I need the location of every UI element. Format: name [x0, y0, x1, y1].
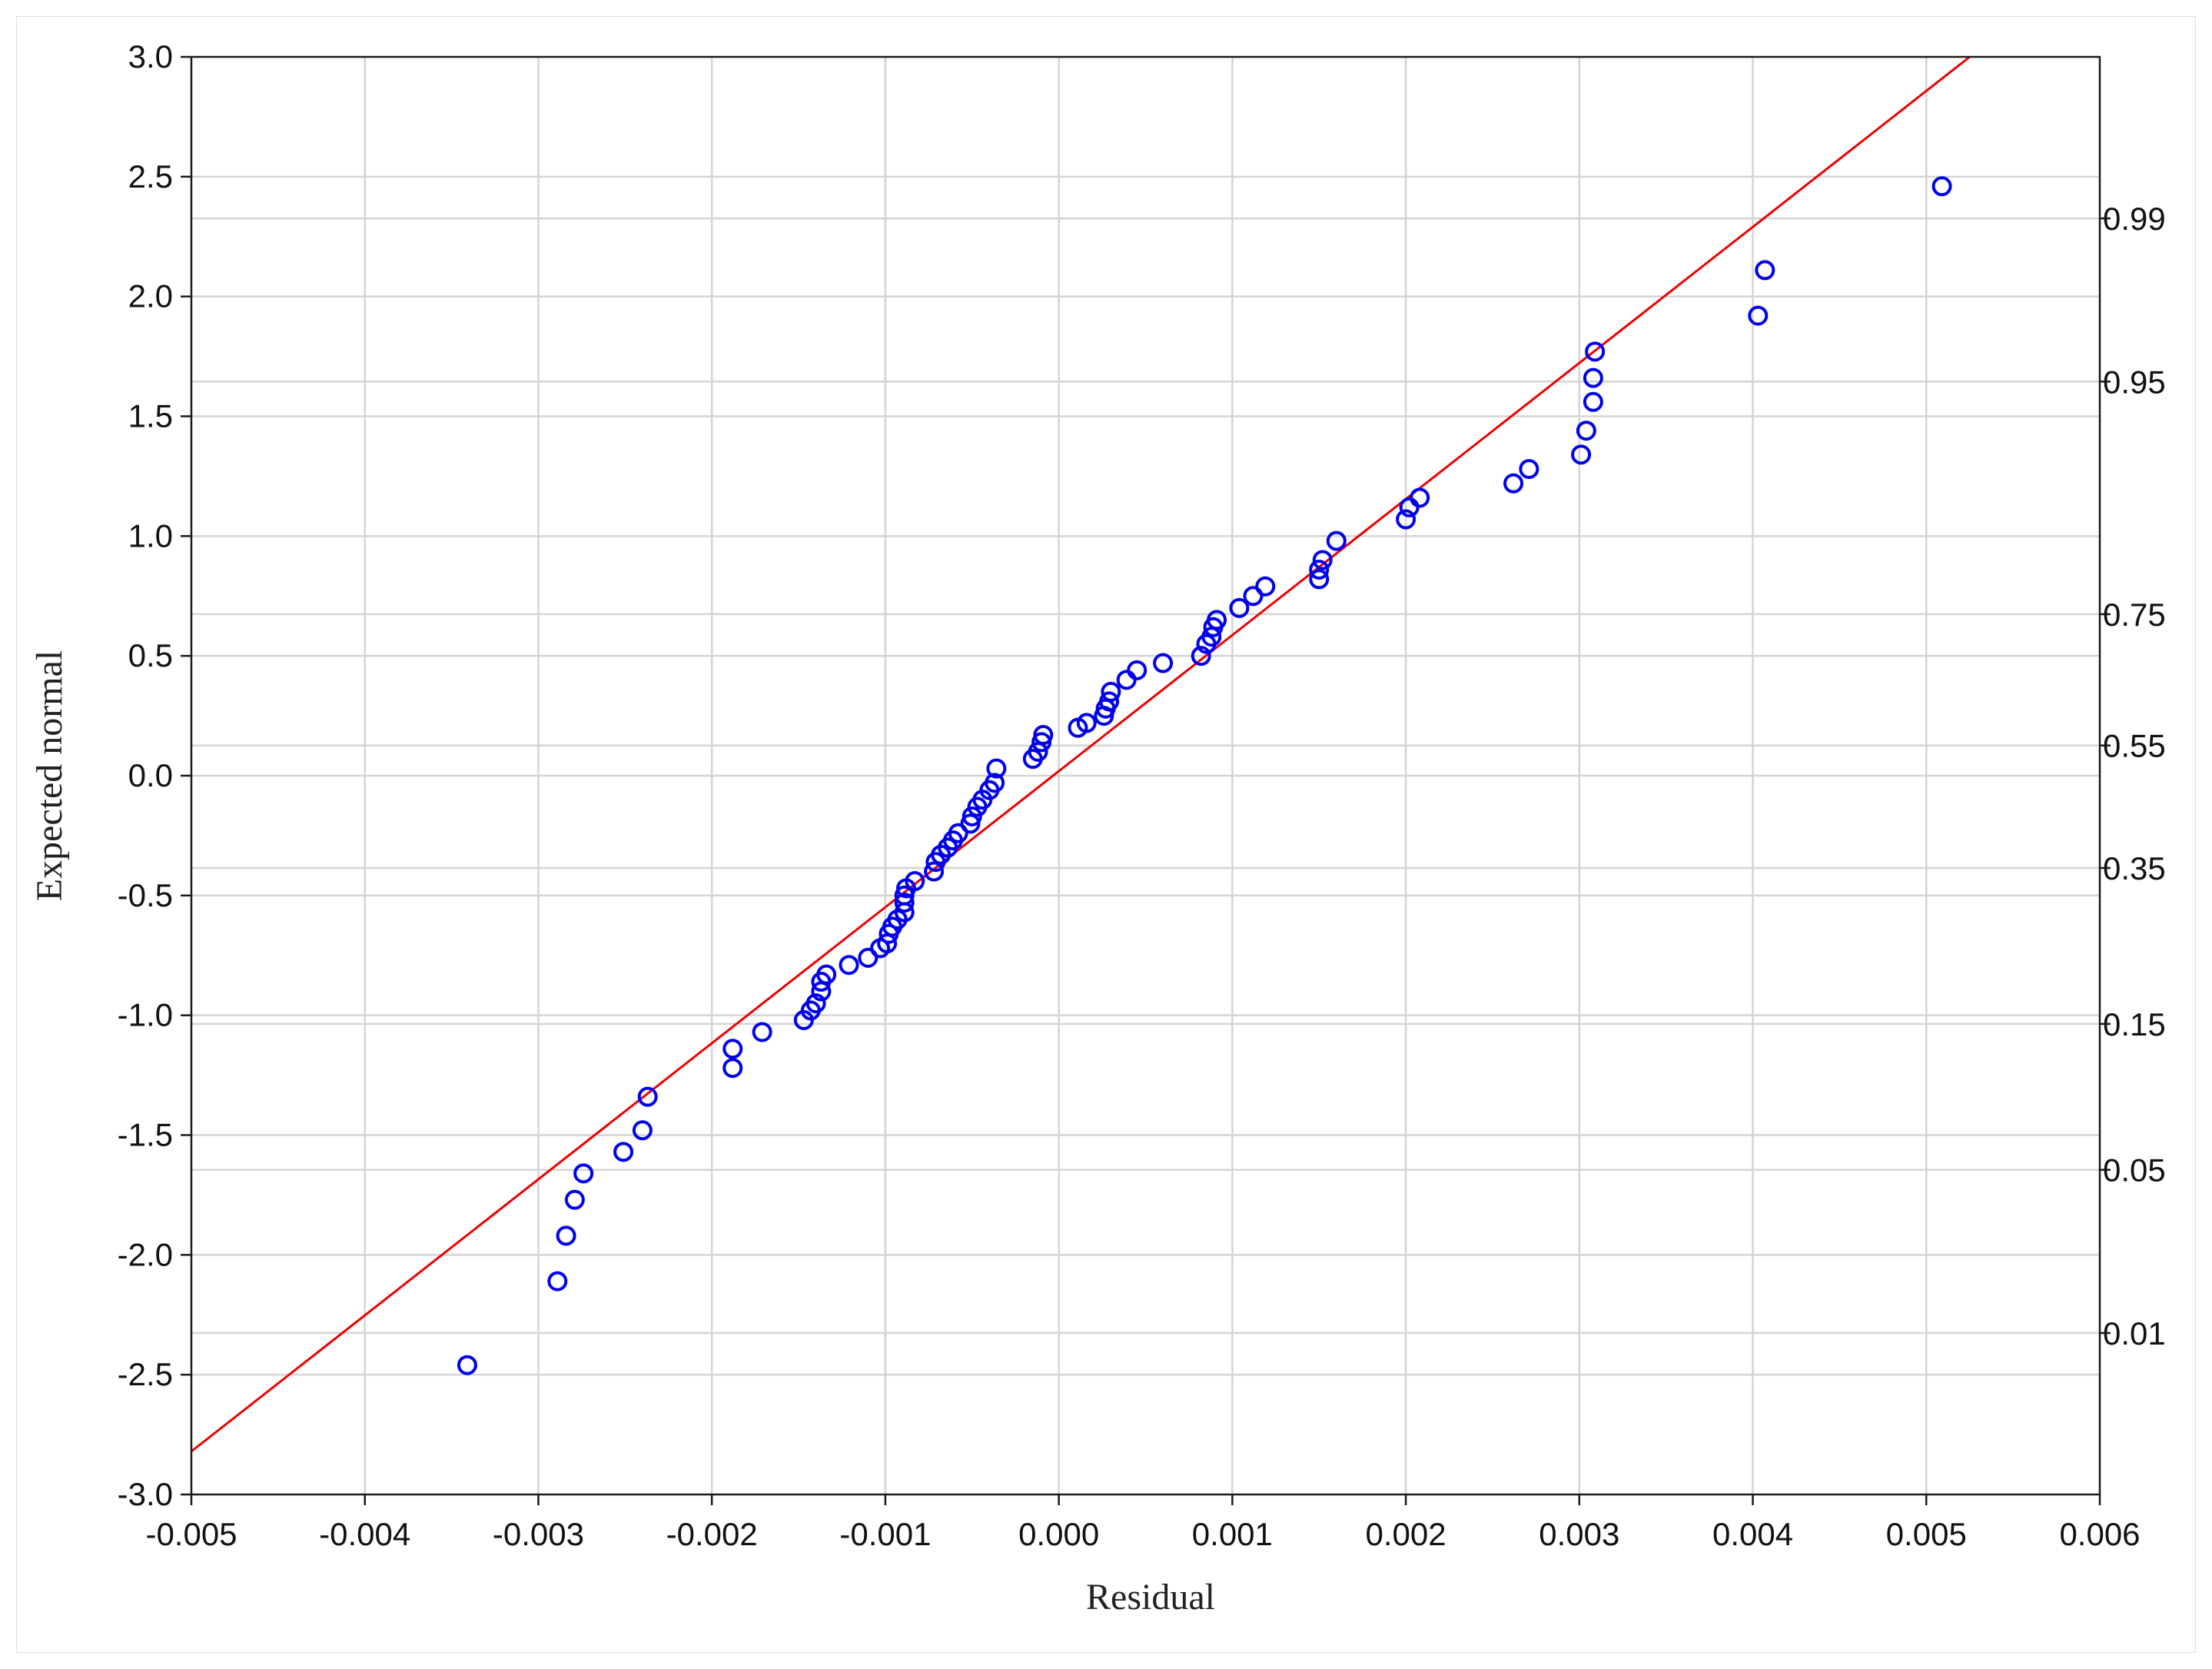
data-point: [1076, 713, 1097, 733]
data-point: [573, 1163, 594, 1184]
x-tick-label: -0.004: [319, 1516, 410, 1552]
data-point: [1583, 367, 1603, 388]
x-tick-label: 0.004: [1712, 1516, 1793, 1552]
y-tick-label: -2.0: [118, 1236, 173, 1272]
data-point: [905, 871, 925, 892]
x-tick-label: -0.002: [666, 1516, 758, 1552]
data-point: [924, 861, 945, 882]
data-point: [1229, 597, 1250, 618]
probability-axis-ticks: 0.99 0.95 0.75 0.55 0.35 0.15 0.05 0.01: [2100, 201, 2166, 1351]
data-point: [1255, 576, 1276, 597]
data-point: [986, 758, 1007, 779]
y-tick-label: 2.5: [128, 158, 173, 194]
y-tick-label: -1.0: [118, 997, 173, 1033]
x-tick-label: -0.001: [839, 1516, 931, 1552]
reference-line: [191, 55, 1971, 1453]
data-point: [816, 964, 837, 985]
prob-tick-label: 0.95: [2103, 364, 2166, 400]
y-axis-title: Expected normal: [29, 650, 70, 902]
y-tick-label: 0.0: [128, 757, 173, 793]
data-point: [839, 955, 859, 976]
data-point: [1755, 260, 1775, 281]
data-point: [1519, 459, 1539, 480]
prob-tick-label: 0.01: [2103, 1315, 2166, 1351]
data-point: [1312, 550, 1333, 570]
data-point: [556, 1225, 576, 1246]
data-point: [1503, 473, 1524, 494]
data-point: [1309, 559, 1330, 580]
y-tick-label: 3.0: [128, 38, 173, 75]
prob-tick-label: 0.35: [2103, 850, 2166, 886]
y-tick-label: -1.5: [118, 1117, 173, 1153]
y-tick-label: -3.0: [118, 1476, 173, 1512]
data-point: [1207, 610, 1227, 630]
data-point: [1099, 691, 1120, 712]
data-point: [752, 1022, 772, 1042]
x-tick-label: 0.005: [1886, 1516, 1967, 1552]
x-tick-label: 0.001: [1192, 1516, 1273, 1552]
data-point: [1309, 569, 1330, 590]
data-point: [1153, 653, 1174, 673]
prob-tick-label: 0.55: [2103, 728, 2166, 764]
chart-frame: [16, 16, 2196, 1653]
x-axis-ticks: -0.005 -0.004 -0.003 -0.002 -0.001 0.000 0.001…: [145, 1494, 2141, 1552]
x-axis-title: Residual: [1086, 1577, 1215, 1617]
data-point: [1585, 341, 1606, 362]
data-point: [1116, 670, 1137, 690]
prob-tick-label: 0.15: [2103, 1006, 2166, 1042]
data-point: [1576, 421, 1596, 441]
y-tick-label: 0.5: [128, 637, 173, 673]
prob-tick-label: 0.99: [2103, 201, 2166, 237]
data-point: [1931, 176, 1952, 197]
x-tick-label: 0.003: [1539, 1516, 1619, 1552]
data-point: [1571, 444, 1592, 465]
data-point: [637, 1086, 658, 1107]
y-tick-label: -0.5: [118, 877, 173, 913]
prob-tick-label: 0.75: [2103, 597, 2166, 633]
data-point: [564, 1189, 585, 1210]
data-point: [948, 823, 968, 843]
data-point: [1396, 509, 1417, 530]
data-point: [805, 993, 826, 1014]
data-point: [1410, 487, 1430, 508]
reference-line-group: [191, 55, 1971, 1453]
x-tick-label: 0.000: [1018, 1516, 1099, 1552]
y-tick-label: -2.5: [118, 1356, 173, 1392]
data-point: [1191, 646, 1211, 667]
prob-tick-label: 0.05: [2103, 1152, 2166, 1189]
x-tick-label: 0.002: [1366, 1516, 1446, 1552]
data-point: [1243, 586, 1264, 607]
data-point: [1326, 530, 1347, 551]
data-point: [722, 1039, 743, 1059]
data-point: [457, 1355, 477, 1375]
data-point: [613, 1142, 634, 1162]
data-point: [547, 1271, 568, 1292]
y-axis-ticks: -3.0 -2.5 -2.0 -1.5 -1.0 -0.5 0.0 0.5 1.0 1.5 2.0 2…: [118, 38, 191, 1512]
x-tick-label: -0.003: [493, 1516, 584, 1552]
data-point: [858, 947, 878, 968]
data-point: [1101, 681, 1121, 702]
y-tick-label: 1.5: [128, 398, 173, 434]
data-point: [894, 893, 915, 913]
data-point: [1033, 725, 1054, 746]
y-tick-label: 2.0: [128, 278, 173, 314]
data-point: [962, 806, 982, 826]
data-point: [632, 1120, 653, 1141]
data-point: [1748, 305, 1769, 326]
data-point: [985, 773, 1005, 793]
x-tick-label: 0.006: [2059, 1516, 2140, 1552]
data-points: [457, 176, 1952, 1375]
grid-lines: [191, 57, 2100, 1494]
x-tick-label: -0.005: [145, 1516, 237, 1552]
data-point: [1127, 660, 1148, 680]
y-tick-label: 1.0: [128, 517, 173, 554]
data-point: [722, 1058, 743, 1079]
data-point: [1583, 391, 1603, 412]
